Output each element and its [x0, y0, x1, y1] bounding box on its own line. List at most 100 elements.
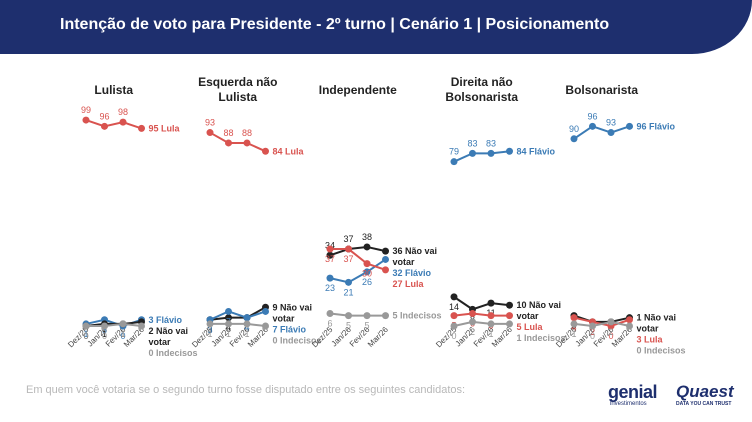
data-label-1-0-2: 88 [242, 128, 252, 138]
data-point-2-3-1 [345, 312, 352, 320]
data-point-1-2-1 [225, 307, 232, 315]
data-label-1-1-0: 3 [207, 325, 212, 335]
data-label-2-1-0: 23 [325, 283, 335, 293]
data-label-2-0-0: 34 [325, 240, 335, 250]
end-label-3-1-1: votar [517, 311, 540, 321]
data-label-0-1-1: 3 [102, 325, 107, 335]
data-point-1-3-2 [243, 320, 251, 328]
data-point-2-3-3 [382, 312, 389, 320]
data-label-1-3-1: 1 [226, 329, 231, 339]
data-point-3-1-0 [450, 293, 458, 301]
data-point-1-2-2 [243, 314, 251, 322]
data-label-1-2-2: 4 [244, 323, 249, 333]
end-label-0-2-0: 2 Não vai [149, 326, 189, 336]
data-label-2-1-1: 21 [343, 287, 353, 297]
chart-title-4-0: Bolsonarista [565, 83, 638, 97]
data-label-4-3-2: 2 [608, 327, 613, 337]
data-point-1-3-1 [225, 320, 232, 328]
data-point-3-2-2 [487, 312, 495, 320]
data-label-3-1-0: 14 [449, 302, 459, 312]
end-label-4-0-0: 96 Flávio [637, 121, 676, 131]
data-label-4-1-1: 2 [590, 327, 595, 337]
data-point-2-0-2 [363, 243, 371, 251]
data-label-0-0-1: 96 [99, 111, 109, 121]
chart-panel-3: Direita nãoBolsonaristaDez/25Jan/26Fev/2… [434, 75, 565, 349]
data-point-2-2-3 [382, 266, 389, 274]
data-label-2-0-1: 37 [343, 234, 353, 244]
quaest-logo-sub: DATA YOU CAN TRUST [676, 401, 732, 407]
series-line-2-1 [329, 258, 387, 284]
data-point-3-0-0 [450, 158, 458, 166]
data-label-4-3-1: 0 [590, 331, 595, 341]
data-label-0-1-2: 0 [120, 331, 125, 341]
chart-panel-4: BolsonaristaDez/25Jan/26Fev/26Mar/269096… [554, 83, 685, 356]
quaest-logo: Quaest DATA YOU CAN TRUST [676, 383, 734, 408]
data-label-1-0-1: 88 [223, 128, 233, 138]
end-label-1-3-0: 0 Indecisos [273, 335, 322, 345]
data-label-2-3-0: 6 [327, 319, 332, 329]
series-line-2-0 [329, 245, 386, 257]
series-line-2-3 [329, 312, 386, 317]
end-label-1-1-1: votar [273, 313, 296, 323]
data-label-0-2-2: 1 [120, 329, 125, 339]
x-tick-label-3-3: Mar/26 [490, 325, 514, 349]
data-label-1-3-0: 1 [207, 329, 212, 339]
end-label-3-1-0: 10 Não vai [517, 300, 562, 310]
end-label-2-3-0: 5 Indecisos [393, 311, 442, 321]
data-point-2-1-1 [345, 278, 352, 286]
data-point-4-3-2 [607, 318, 615, 326]
end-label-4-3-0: 0 Indecisos [637, 346, 686, 356]
end-label-0-0-0: 95 Lula [149, 123, 181, 133]
data-point-4-0-3 [626, 122, 633, 130]
series-line-4-3 [573, 320, 630, 328]
data-label-1-3-2: 1 [244, 329, 249, 339]
end-label-4-1-0: 1 Não vai [637, 313, 677, 323]
data-label-0-3-2: 1 [120, 329, 125, 339]
footer-note: Em quem você votaria se o segundo turno … [26, 384, 466, 396]
series-line-1-0 [209, 131, 266, 153]
end-label-3-0-0: 84 Flávio [517, 146, 556, 156]
data-label-4-0-0: 90 [569, 124, 579, 134]
data-label-1-2-0: 3 [207, 325, 212, 335]
data-point-0-0-1 [101, 122, 108, 130]
data-label-0-1-0: 1 [83, 329, 88, 339]
genial-logo: genial investimentos [608, 383, 658, 408]
data-label-2-1-2: 26 [362, 277, 372, 287]
data-point-0-3-2 [119, 320, 127, 328]
data-point-3-2-0 [450, 312, 458, 320]
data-point-1-0-3 [262, 147, 269, 155]
data-label-0-0-0: 99 [81, 105, 91, 115]
data-label-4-2-2: 0 [608, 331, 613, 341]
data-point-3-0-1 [469, 149, 476, 157]
x-tick-label-2-3: Mar/26 [366, 325, 390, 349]
series-line-4-1 [573, 314, 630, 323]
end-label-2-2-0: 27 Lula [393, 279, 425, 289]
data-point-2-3-0 [326, 310, 334, 318]
end-label-1-2-0: 7 Flávio [273, 324, 307, 334]
end-label-0-3-0: 0 Indecisos [149, 348, 198, 358]
data-point-2-1-0 [326, 274, 334, 282]
chart-title-2-0: Independente [319, 83, 397, 97]
data-label-0-0-2: 98 [118, 107, 128, 117]
data-label-3-0-2: 83 [486, 138, 496, 148]
data-point-0-0-2 [119, 118, 127, 126]
page-title: Intenção de voto para Presidente - 2º tu… [60, 16, 610, 33]
series-line-1-1 [209, 306, 266, 321]
end-label-2-0-1: votar [393, 257, 416, 267]
data-label-3-0-1: 83 [467, 138, 477, 148]
data-point-3-1-3 [506, 301, 513, 309]
data-point-1-2-3 [262, 307, 269, 315]
series-line-0-3 [86, 322, 142, 327]
data-point-4-2-3 [626, 316, 633, 324]
end-label-2-0-0: 36 Não vai [393, 246, 438, 256]
data-point-1-0-2 [243, 139, 251, 147]
data-point-0-0-3 [138, 124, 145, 132]
end-label-1-0-0: 84 Lula [273, 146, 305, 156]
data-point-3-2-3 [506, 312, 513, 320]
data-label-4-2-1: 2 [590, 327, 595, 337]
series-line-0-0 [85, 119, 142, 130]
data-point-0-3-0 [82, 322, 90, 330]
data-label-0-3-0: 0 [83, 331, 88, 341]
data-point-4-0-2 [607, 129, 615, 137]
